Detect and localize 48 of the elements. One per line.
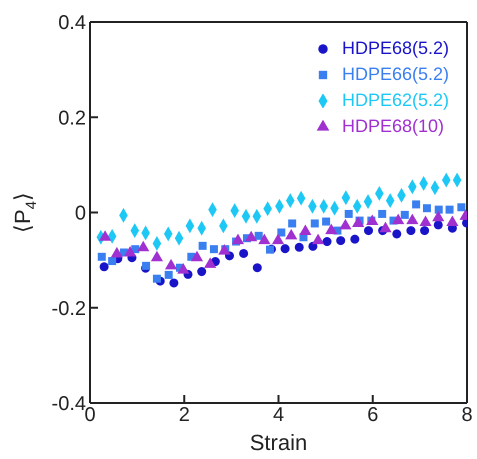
y-tick-label: -0.4 xyxy=(52,393,86,416)
point xyxy=(422,204,431,212)
legend-label: HDPE62(5.2) xyxy=(342,90,449,111)
legend-label: HDPE68(10) xyxy=(342,116,444,137)
point xyxy=(198,242,207,250)
point xyxy=(392,229,402,238)
point xyxy=(322,237,332,246)
point xyxy=(412,200,420,208)
point xyxy=(142,262,150,270)
point xyxy=(446,206,454,214)
point xyxy=(280,244,290,254)
point xyxy=(344,210,353,218)
point xyxy=(288,219,296,228)
point xyxy=(294,242,304,252)
point xyxy=(350,234,360,244)
y-tick-label: 0.2 xyxy=(58,107,86,130)
point xyxy=(457,203,466,212)
point xyxy=(310,219,319,228)
point xyxy=(197,267,206,276)
point xyxy=(420,226,430,236)
point xyxy=(378,210,386,218)
point xyxy=(400,210,409,219)
point xyxy=(108,257,116,266)
point xyxy=(336,236,346,246)
x-tick-label: 4 xyxy=(272,404,284,426)
point xyxy=(100,262,109,272)
x-axis-title: Strain xyxy=(250,430,308,455)
point xyxy=(277,228,286,237)
point xyxy=(322,218,330,226)
point xyxy=(210,245,218,254)
point xyxy=(364,226,374,236)
y-tick-label: 0.4 xyxy=(58,12,86,34)
point xyxy=(169,278,178,288)
x-tick-label: 2 xyxy=(178,404,190,426)
legend-label: HDPE68(5.2) xyxy=(342,38,449,59)
legend-label: HDPE66(5.2) xyxy=(342,64,449,85)
point xyxy=(434,220,443,230)
point xyxy=(434,206,443,214)
y-tick-label: -0.2 xyxy=(52,298,86,320)
point xyxy=(406,226,416,236)
x-tick-label: 8 xyxy=(461,404,473,426)
point xyxy=(152,274,161,283)
point xyxy=(164,270,173,279)
point xyxy=(239,248,248,258)
point xyxy=(98,252,106,261)
y-tick-label: 0 xyxy=(74,202,86,225)
point xyxy=(252,263,262,272)
x-tick-label: 6 xyxy=(367,404,378,426)
